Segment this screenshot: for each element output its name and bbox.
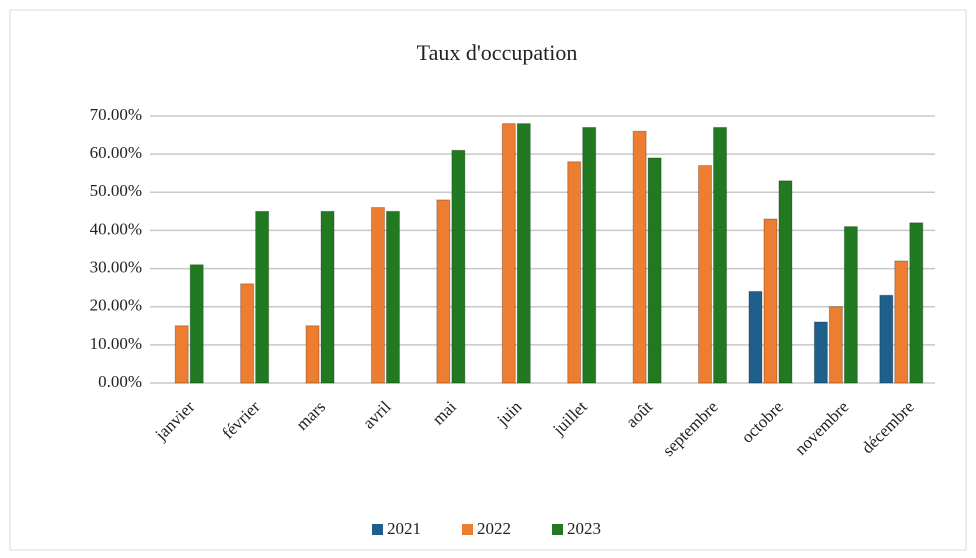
bar — [778, 180, 793, 384]
bar — [385, 210, 400, 384]
chart-title: Taux d'occupation — [417, 40, 578, 65]
legend-label: 2021 — [387, 519, 421, 538]
y-tick-label: 30.00% — [90, 257, 142, 276]
y-tick-label: 70.00% — [90, 105, 142, 124]
y-tick-label: 20.00% — [90, 296, 142, 315]
bar — [255, 210, 270, 384]
legend-swatch — [552, 524, 563, 535]
legend-label: 2022 — [477, 519, 511, 538]
bar — [370, 207, 385, 384]
bar — [436, 199, 451, 384]
bar — [174, 325, 189, 384]
bar — [320, 210, 335, 384]
bar — [879, 294, 894, 384]
bar — [305, 325, 320, 384]
legend-label: 2023 — [567, 519, 601, 538]
bar — [451, 149, 466, 384]
bar — [843, 226, 858, 384]
bar — [828, 306, 843, 384]
bar — [516, 123, 531, 384]
bar — [647, 157, 662, 384]
bar — [632, 130, 647, 384]
legend-swatch — [372, 524, 383, 535]
bar — [713, 126, 728, 384]
bar — [582, 126, 597, 384]
bar — [894, 260, 909, 384]
bar — [567, 161, 582, 384]
y-tick-label: 0.00% — [98, 372, 142, 391]
bar — [763, 218, 778, 384]
y-tick-label: 10.00% — [90, 334, 142, 353]
bar — [240, 283, 255, 384]
y-tick-label: 60.00% — [90, 143, 142, 162]
y-tick-label: 50.00% — [90, 181, 142, 200]
bar — [909, 222, 924, 384]
bar — [748, 290, 763, 384]
bar — [813, 321, 828, 384]
y-tick-label: 40.00% — [90, 219, 142, 238]
bar — [189, 264, 204, 384]
legend-swatch — [462, 524, 473, 535]
chart-frame — [9, 9, 967, 551]
bar — [698, 165, 713, 384]
bar — [501, 123, 516, 384]
